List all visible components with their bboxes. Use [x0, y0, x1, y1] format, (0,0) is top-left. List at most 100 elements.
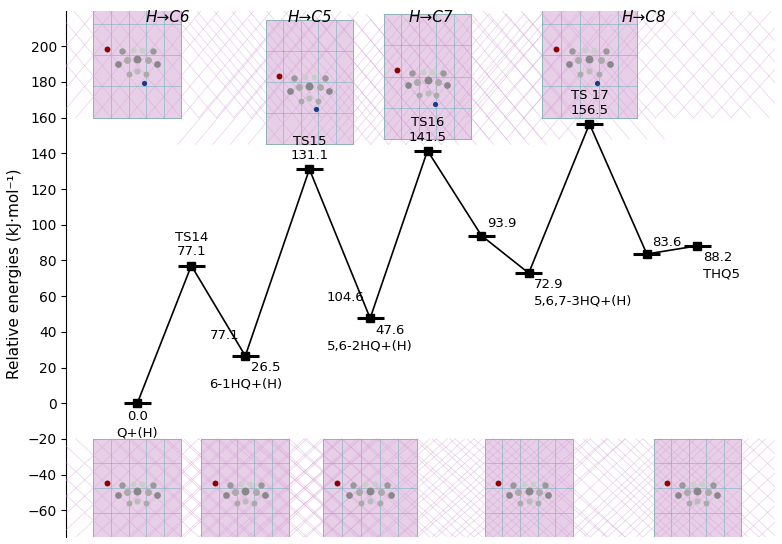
Point: [239, 486, 252, 495]
Point: [551, 45, 563, 53]
Point: [700, 498, 712, 507]
Point: [248, 498, 260, 507]
Point: [531, 498, 543, 507]
Point: [131, 486, 144, 495]
Point: [112, 491, 124, 499]
Point: [503, 491, 515, 499]
Text: 26.5: 26.5: [251, 361, 280, 374]
FancyBboxPatch shape: [323, 439, 418, 537]
Text: 141.5: 141.5: [408, 131, 447, 144]
Point: [220, 491, 232, 499]
Point: [437, 69, 450, 77]
Point: [381, 481, 393, 490]
Text: 47.6: 47.6: [375, 324, 405, 337]
Point: [223, 481, 235, 490]
Point: [574, 70, 586, 78]
Point: [375, 487, 388, 496]
Text: 88.2: 88.2: [703, 251, 732, 264]
Point: [514, 498, 526, 507]
Text: 131.1: 131.1: [290, 149, 328, 162]
Point: [312, 96, 325, 105]
Point: [131, 54, 144, 63]
Point: [294, 96, 307, 105]
Point: [359, 480, 371, 489]
Point: [150, 491, 163, 499]
Point: [115, 481, 127, 490]
Point: [440, 81, 453, 90]
Point: [572, 56, 584, 65]
FancyBboxPatch shape: [266, 20, 353, 145]
Point: [364, 486, 376, 495]
Point: [421, 89, 434, 97]
Point: [208, 479, 221, 487]
FancyBboxPatch shape: [654, 439, 741, 537]
Point: [542, 491, 554, 499]
Text: H→C7: H→C7: [408, 10, 454, 25]
Point: [100, 479, 113, 487]
Point: [322, 86, 335, 95]
Point: [228, 487, 241, 496]
Point: [150, 60, 163, 69]
Text: 77.1: 77.1: [177, 245, 206, 258]
Point: [687, 480, 699, 489]
Text: TS 17: TS 17: [571, 90, 608, 102]
Point: [432, 77, 444, 86]
Text: H→C6: H→C6: [145, 10, 190, 25]
Point: [249, 487, 262, 496]
Point: [417, 67, 429, 76]
Point: [533, 487, 546, 496]
Point: [590, 78, 603, 87]
Point: [507, 481, 519, 490]
Point: [691, 496, 704, 505]
Text: TS15: TS15: [292, 135, 326, 148]
Point: [402, 81, 414, 90]
Point: [411, 77, 423, 86]
FancyBboxPatch shape: [485, 439, 572, 537]
Point: [701, 487, 714, 496]
Point: [142, 487, 154, 496]
Point: [235, 480, 247, 489]
Point: [127, 480, 139, 489]
FancyBboxPatch shape: [202, 439, 289, 537]
Point: [405, 69, 418, 77]
Point: [135, 46, 148, 54]
Point: [303, 82, 316, 90]
Point: [347, 481, 360, 490]
Point: [707, 481, 719, 490]
Text: Q+(H): Q+(H): [117, 426, 158, 440]
Point: [147, 47, 160, 56]
Text: 93.9: 93.9: [487, 217, 516, 230]
Y-axis label: Relative energies (kJ·mol⁻¹): Relative energies (kJ·mol⁻¹): [7, 169, 22, 379]
Point: [661, 479, 673, 487]
Point: [512, 487, 525, 496]
Point: [373, 498, 386, 507]
Point: [594, 56, 607, 65]
Point: [230, 498, 242, 507]
Point: [258, 491, 271, 499]
Point: [429, 100, 441, 108]
Point: [522, 496, 535, 505]
Point: [538, 481, 551, 490]
Text: 5,6,7-3HQ+(H): 5,6,7-3HQ+(H): [534, 294, 633, 307]
Point: [390, 66, 403, 75]
Point: [138, 78, 151, 87]
Text: THQ5: THQ5: [703, 267, 740, 280]
FancyBboxPatch shape: [542, 0, 637, 118]
Point: [354, 498, 367, 507]
Point: [292, 83, 305, 91]
Text: 0.0: 0.0: [127, 410, 148, 423]
Point: [676, 481, 688, 490]
Point: [310, 105, 323, 114]
Point: [343, 491, 356, 499]
Point: [127, 46, 139, 54]
Point: [711, 491, 723, 499]
Point: [579, 46, 591, 54]
Point: [412, 91, 425, 100]
Point: [287, 74, 300, 83]
Point: [368, 480, 381, 489]
Point: [583, 54, 596, 63]
FancyBboxPatch shape: [94, 439, 181, 537]
Point: [142, 56, 154, 65]
Text: 104.6: 104.6: [327, 291, 364, 304]
Point: [131, 496, 144, 505]
